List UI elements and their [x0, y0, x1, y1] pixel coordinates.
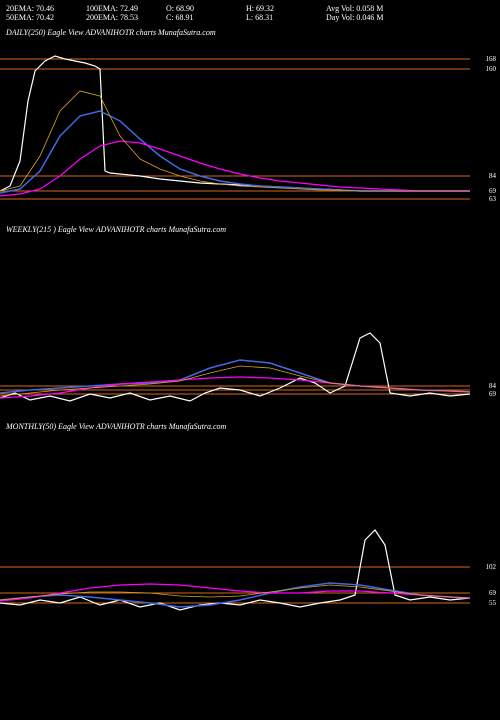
y-axis-label: 84 — [489, 172, 496, 180]
y-axis-label: 69 — [489, 589, 496, 597]
chart-panel-1: 8469 — [0, 238, 500, 418]
stat-high: H: 69.32 — [246, 4, 326, 13]
chart-panel-2: 102 69 55 — [0, 435, 500, 615]
chart-panel-0: 168 160 84 6963 — [0, 41, 500, 221]
y-axis-label: 160 — [486, 65, 497, 73]
series-line-2 — [0, 141, 470, 196]
stat-20ema: 20EMA: 70.46 — [6, 4, 86, 13]
chart-svg-0 — [0, 41, 500, 221]
stat-200ema: 200EMA: 78.53 — [86, 13, 166, 22]
stat-close: C: 68.91 — [166, 13, 246, 22]
chart-title-1: WEEKLY(215 ) Eagle View ADVANIHOTR chart… — [0, 221, 500, 238]
stat-low: L: 68.31 — [246, 13, 326, 22]
series-line-0 — [0, 530, 470, 610]
series-line-0 — [0, 56, 470, 191]
stat-open: O: 68.90 — [166, 4, 246, 13]
header-stats: 20EMA: 70.46 100EMA: 72.49 O: 68.90 H: 6… — [0, 0, 500, 24]
y-axis-label: 102 — [486, 563, 497, 571]
stat-50ema: 50EMA: 70.42 — [6, 13, 86, 22]
series-line-1 — [0, 111, 470, 193]
y-axis-label: 84 — [489, 382, 496, 390]
stat-avgvol: Avg Vol: 0.058 M — [326, 4, 426, 13]
chart-title-2: MONTHLY(50) Eagle View ADVANIHOTR charts… — [0, 418, 500, 435]
y-axis-label: 55 — [489, 599, 496, 607]
y-axis-label: 168 — [486, 55, 497, 63]
stat-100ema: 100EMA: 72.49 — [86, 4, 166, 13]
stat-dayvol: Day Vol: 0.046 M — [326, 13, 426, 22]
y-axis-label: 69 — [489, 390, 496, 398]
chart-title-0: DAILY(250) Eagle View ADVANIHOTR charts … — [0, 24, 500, 41]
chart-svg-1 — [0, 238, 500, 418]
y-axis-label: 63 — [489, 195, 496, 203]
charts-root: DAILY(250) Eagle View ADVANIHOTR charts … — [0, 24, 500, 615]
chart-svg-2 — [0, 435, 500, 615]
y-axis-label: 69 — [489, 187, 496, 195]
